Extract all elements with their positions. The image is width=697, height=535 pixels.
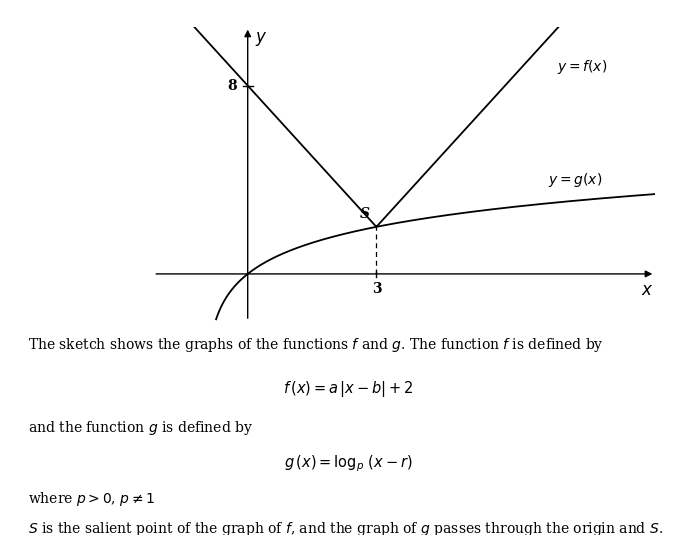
Text: 3: 3 xyxy=(372,282,381,296)
Text: $g\,(x) = \log_p\,(x-r)$: $g\,(x) = \log_p\,(x-r)$ xyxy=(284,454,413,475)
Text: $y = g(x)$: $y = g(x)$ xyxy=(548,171,602,189)
Text: $f\,(x) = a\,|x-b|+2$: $f\,(x) = a\,|x-b|+2$ xyxy=(283,379,414,399)
Text: The sketch shows the graphs of the functions $f$ and $g$. The function $f$ is de: The sketch shows the graphs of the funct… xyxy=(28,336,604,354)
Text: 8: 8 xyxy=(227,79,237,93)
Text: S: S xyxy=(360,207,370,221)
Text: $y = f(x)$: $y = f(x)$ xyxy=(556,58,607,76)
Text: where $p > 0$, $p \neq 1$: where $p > 0$, $p \neq 1$ xyxy=(28,490,155,508)
Text: and the function $g$ is defined by: and the function $g$ is defined by xyxy=(28,419,253,438)
Text: $y$: $y$ xyxy=(255,30,268,48)
Text: $x$: $x$ xyxy=(641,282,653,299)
Text: $S$ is the salient point of the graph of $f$, and the graph of $g$ passes throug: $S$ is the salient point of the graph of… xyxy=(28,520,663,535)
